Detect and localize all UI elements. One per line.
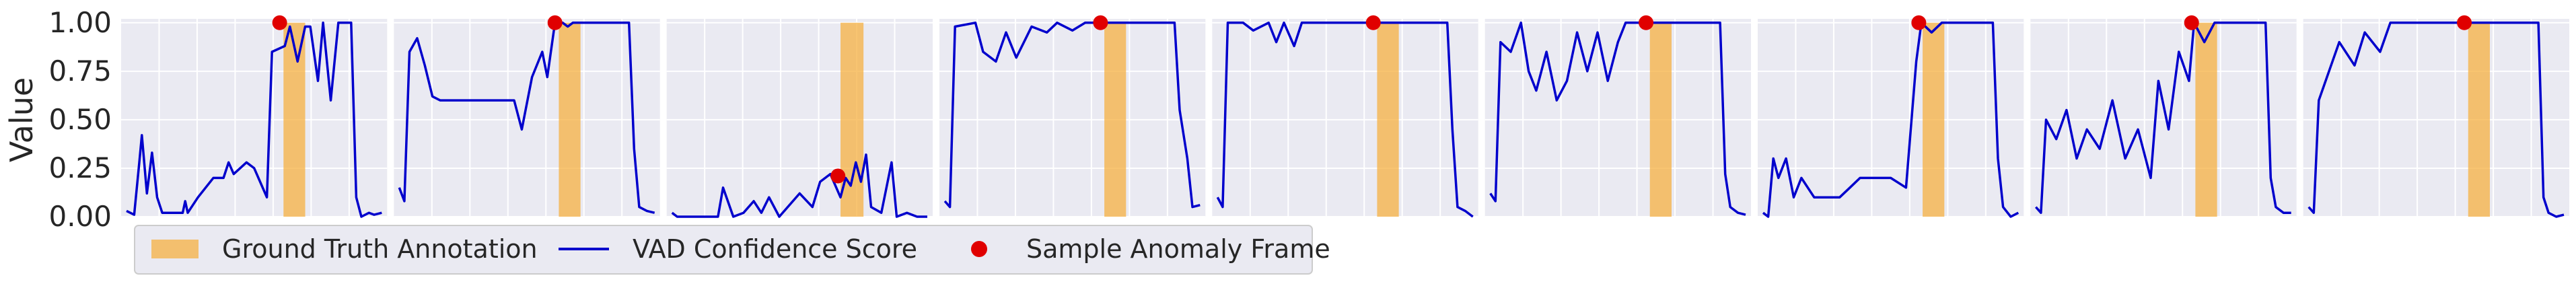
- sample-anomaly-point: [1911, 15, 1927, 30]
- sample-anomaly-point: [547, 15, 563, 30]
- panel-background: [1758, 19, 2024, 217]
- sample-anomaly-point: [272, 15, 287, 30]
- legend-frame: [134, 225, 1313, 275]
- ground-truth-span: [1649, 22, 1672, 217]
- sample-anomaly-point: [2457, 15, 2472, 30]
- panel-3: [666, 19, 933, 218]
- ground-truth-span: [2195, 22, 2217, 217]
- panel-background: [2030, 19, 2297, 217]
- legend-annotation-label: Ground Truth Annotation: [222, 234, 538, 264]
- ground-truth-span: [559, 22, 581, 217]
- panel-2: [394, 15, 660, 217]
- chart-panels: [121, 15, 2569, 218]
- y-tick-label: 0.25: [48, 151, 112, 184]
- vad-confidence-line: [671, 153, 927, 218]
- legend-annotation-swatch: [151, 240, 199, 258]
- y-axis: 0.00 0.25 0.50 0.75 1.00: [48, 6, 112, 233]
- panel-1: [121, 15, 388, 218]
- panel-background: [121, 19, 388, 217]
- sample-anomaly-point: [2184, 15, 2199, 30]
- panel-9: [2303, 15, 2569, 218]
- panel-background: [2303, 19, 2569, 217]
- vad-confidence-line: [943, 22, 1201, 209]
- sample-anomaly-point: [1093, 15, 1108, 30]
- ground-truth-span: [1377, 22, 1399, 217]
- vad-confidence-line: [1489, 22, 1746, 216]
- vad-confidence-line: [2034, 22, 2291, 214]
- sample-anomaly-point: [830, 168, 846, 184]
- y-tick-label: 0.00: [48, 200, 112, 233]
- vad-confidence-line: [398, 22, 655, 214]
- panel-5: [1212, 15, 1478, 218]
- panel-background: [939, 19, 1206, 217]
- panel-background: [1484, 19, 1751, 217]
- legend: Ground Truth Annotation VAD Confidence S…: [134, 225, 1330, 275]
- vad-confidence-line: [126, 22, 382, 218]
- y-tick-label: 0.75: [48, 55, 112, 87]
- sample-anomaly-point: [1365, 15, 1381, 30]
- panel-4: [939, 15, 1206, 217]
- panel-background: [394, 19, 660, 217]
- panel-6: [1484, 15, 1751, 217]
- legend-line-label: VAD Confidence Score: [633, 234, 917, 264]
- ground-truth-span: [1923, 22, 1945, 217]
- ground-truth-span: [2468, 22, 2490, 217]
- y-tick-label: 1.00: [48, 6, 112, 39]
- vad-confidence-line: [2307, 22, 2565, 218]
- vad-confidence-line: [1216, 22, 1474, 218]
- y-axis-label: Value: [3, 77, 40, 162]
- vad-confidence-line: [1762, 22, 2019, 218]
- panel-background: [1212, 19, 1478, 217]
- y-tick-label: 0.50: [48, 103, 112, 136]
- sample-anomaly-point: [1639, 15, 1654, 30]
- panel-7: [1758, 15, 2024, 218]
- legend-point-swatch: [971, 241, 987, 257]
- ground-truth-span: [283, 22, 306, 217]
- ground-truth-span: [1104, 22, 1126, 217]
- panel-8: [2030, 15, 2297, 217]
- legend-point-label: Sample Anomaly Frame: [1026, 234, 1330, 264]
